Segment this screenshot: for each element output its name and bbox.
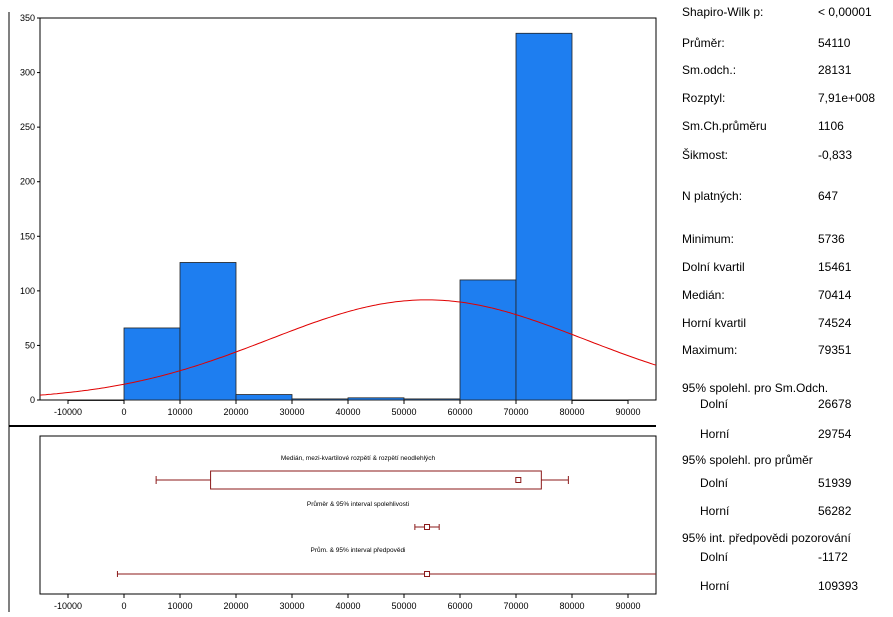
histogram-bar — [403, 398, 461, 401]
x-tick-label: 30000 — [279, 407, 304, 417]
y-tick-label: 50 — [25, 340, 35, 350]
histogram-bar — [235, 394, 293, 401]
box-row-label: Průměr & 95% interval spolehlivosti — [307, 500, 409, 508]
x-tick-label: -10000 — [54, 601, 82, 611]
histogram-chart: 0 50 100 150 200 250 300 350 -10000 0 10000 20000 30… — [8, 12, 657, 612]
y-tick-label: 100 — [20, 286, 35, 296]
x-tick-label: 20000 — [223, 601, 248, 611]
x-tick-label: 40000 — [335, 407, 360, 417]
x-tick-label: 80000 — [559, 601, 584, 611]
histogram-bar — [347, 397, 405, 401]
x-tick-label: 30000 — [279, 601, 304, 611]
histogram-bar — [291, 398, 349, 401]
x-tick-label: 90000 — [615, 601, 640, 611]
x-tick-label: 20000 — [223, 407, 248, 417]
x-tick-label: 10000 — [167, 407, 192, 417]
median-marker — [515, 477, 522, 483]
x-tick-label: 70000 — [503, 601, 528, 611]
mean-marker — [424, 524, 431, 530]
box-row-label: Prům. & 95% interval předpovědi — [310, 546, 405, 554]
y-tick-label: 200 — [20, 177, 35, 187]
x-tick-label: 60000 — [447, 601, 472, 611]
x-tick-label: 60000 — [447, 407, 472, 417]
mean-marker — [424, 571, 431, 577]
histogram-bar — [123, 327, 181, 401]
interquartile-box — [210, 470, 542, 490]
histogram-bar — [67, 399, 125, 402]
x-tick-label: 0 — [121, 601, 126, 611]
box-plot-chart: Medián, mezi-kvartilové rozpětí & rozpět… — [39, 435, 657, 611]
x-tick-label: 50000 — [391, 601, 416, 611]
histogram-bar — [515, 32, 573, 401]
x-tick-label: 0 — [121, 407, 126, 417]
x-tick-label: 40000 — [335, 601, 360, 611]
y-tick-label: 0 — [30, 395, 35, 405]
x-tick-label: 70000 — [503, 407, 528, 417]
y-tick-label: 350 — [20, 13, 35, 23]
x-tick-label: -10000 — [54, 407, 82, 417]
histogram-bar — [179, 262, 237, 401]
histogram-bar — [459, 279, 517, 401]
x-tick-label: 90000 — [615, 407, 640, 417]
y-tick-label: 250 — [20, 122, 35, 132]
histogram-bar — [571, 399, 629, 402]
box-row-label: Medián, mezi-kvartilové rozpětí & rozpět… — [281, 455, 436, 462]
box-plot-area — [39, 435, 657, 595]
x-tick-label: 50000 — [391, 407, 416, 417]
y-tick-label: 150 — [20, 231, 35, 241]
y-tick-label: 300 — [20, 68, 35, 78]
normal-fit-curve — [39, 299, 657, 396]
x-tick-label: 80000 — [559, 407, 584, 417]
x-tick-label: 10000 — [167, 601, 192, 611]
